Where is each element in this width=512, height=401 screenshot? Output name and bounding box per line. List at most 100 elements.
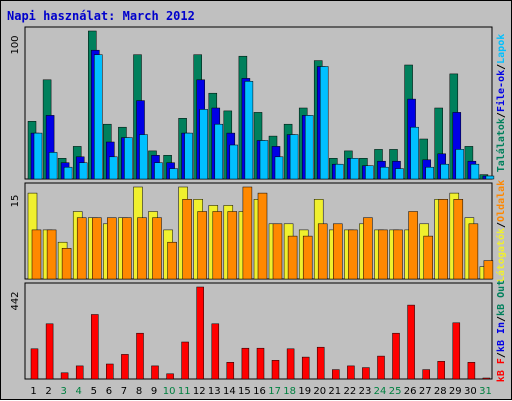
bar-lapok-day-12 — [199, 109, 208, 180]
x-tick-label: 4 — [76, 386, 82, 397]
bar-kb-f-day-1 — [30, 348, 39, 380]
bar-oldalak-day-8 — [137, 217, 147, 280]
bar-kb-f-day-21 — [332, 369, 340, 380]
legend-part: kB Out — [496, 280, 507, 316]
bar-kb-f-day-29 — [452, 322, 461, 380]
bar-kb-f-day-30 — [467, 362, 476, 380]
x-tick-label: 11 — [178, 386, 191, 397]
legend-label-top: Találatok/File-ok/Lapok — [495, 34, 507, 173]
bar-lapok-day-17 — [274, 156, 284, 180]
x-tick-label: 27 — [419, 386, 432, 397]
bar-lapok-day-9 — [154, 162, 163, 180]
bar-kb-f-day-17 — [271, 360, 280, 380]
bar-kb-f-day-7 — [121, 354, 129, 380]
bar-lapok-day-8 — [139, 134, 148, 180]
bar-oldalak-day-13 — [212, 211, 223, 280]
bar-kb-f-day-5 — [91, 314, 99, 380]
legend-part: File-ok — [495, 70, 507, 112]
bar-oldalak-day-16 — [257, 192, 268, 280]
chart-title: Napi használat: March 2012 — [7, 9, 195, 23]
bar-lapok-day-1 — [33, 132, 43, 180]
bar-lapok-day-5 — [94, 54, 103, 180]
legend-part: Látogatók — [495, 228, 507, 282]
bar-lapok-day-26 — [410, 126, 419, 180]
x-tick-label: 30 — [464, 386, 477, 397]
legend-part: / — [496, 64, 507, 70]
bar-oldalak-day-23 — [363, 217, 373, 280]
y-max-label: 100 — [10, 35, 21, 54]
bar-kb-f-day-12 — [196, 286, 204, 380]
bar-oldalak-day-1 — [31, 229, 42, 280]
bar-kb-f-day-3 — [60, 372, 69, 380]
bar-lapok-day-31 — [485, 175, 495, 180]
x-tick-label: 6 — [106, 386, 112, 397]
bar-oldalak-day-24 — [378, 229, 388, 280]
panel-hits-files-pages: 100 — [10, 26, 495, 180]
bar-lapok-day-13 — [214, 123, 224, 180]
x-tick-label: 7 — [121, 386, 127, 397]
bar-lapok-day-29 — [455, 149, 465, 180]
bar-kb-f-day-24 — [377, 355, 385, 380]
bar-kb-f-day-6 — [106, 363, 114, 380]
x-tick-label: 5 — [91, 386, 97, 397]
bar-kb-f-day-18 — [286, 348, 295, 380]
x-tick-label: 10 — [163, 386, 176, 397]
bar-oldalak-day-11 — [182, 199, 192, 280]
x-tick-label: 26 — [404, 386, 417, 397]
bar-lapok-day-4 — [78, 162, 88, 180]
bar-lapok-day-23 — [365, 165, 374, 180]
x-tick-label: 19 — [298, 386, 311, 397]
y-max-label: 442 — [10, 291, 21, 310]
legend-part: Találatok — [495, 118, 507, 172]
bar-oldalak-day-17 — [272, 223, 283, 280]
bar-oldalak-day-22 — [348, 229, 358, 280]
x-tick-label: 3 — [61, 386, 67, 397]
bar-kb-f-day-20 — [316, 346, 325, 380]
bar-lapok-day-19 — [304, 115, 314, 180]
x-tick-label: 29 — [449, 386, 462, 397]
legend-part: / — [496, 222, 507, 228]
bar-lapok-day-27 — [425, 166, 434, 180]
bar-oldalak-day-30 — [468, 223, 479, 280]
legend-part: Lapok — [496, 34, 507, 64]
panel-kbytes: 442 — [10, 282, 493, 380]
bar-oldalak-day-12 — [197, 211, 207, 280]
bar-oldalak-day-28 — [438, 199, 448, 280]
bar-oldalak-day-21 — [333, 223, 343, 280]
bar-lapok-day-11 — [184, 132, 193, 180]
bar-kb-f-day-11 — [181, 341, 189, 380]
bar-lapok-day-6 — [109, 156, 118, 180]
panel-visits-sites: 15 — [10, 182, 494, 280]
bar-oldalak-day-25 — [393, 229, 403, 280]
x-tick-label: 9 — [151, 386, 157, 397]
bar-kb-f-day-8 — [136, 332, 144, 380]
legend-part: kB In — [496, 322, 507, 352]
legend-part: / — [496, 316, 507, 322]
x-tick-label: 25 — [389, 386, 402, 397]
bar-oldalak-day-10 — [167, 241, 177, 280]
bar-kb-f-day-16 — [256, 347, 265, 380]
bar-lapok-day-21 — [335, 163, 344, 180]
x-tick-label: 20 — [313, 386, 326, 397]
bar-lapok-day-25 — [395, 168, 404, 180]
legend-label-middle: Látogatók/Oldalak — [495, 180, 507, 282]
bar-lapok-day-30 — [470, 163, 480, 180]
bar-lapok-day-18 — [289, 134, 299, 180]
bar-oldalak-day-5 — [92, 217, 102, 280]
x-tick-label: 23 — [359, 386, 372, 397]
bar-kb-f-day-25 — [392, 332, 400, 380]
bar-lapok-day-28 — [440, 163, 449, 180]
legend-part: / — [496, 352, 507, 358]
bar-lapok-day-2 — [48, 152, 58, 180]
x-tick-label: 17 — [268, 386, 281, 397]
y-max-label: 15 — [10, 195, 21, 208]
bar-lapok-day-16 — [259, 140, 269, 180]
bar-oldalak-day-29 — [453, 199, 464, 280]
bar-kb-f-day-23 — [362, 367, 370, 380]
bar-oldalak-day-31 — [483, 260, 494, 280]
bar-lapok-day-7 — [124, 137, 133, 180]
x-tick-label: 24 — [374, 386, 387, 397]
x-axis-labels: 1 2 3 4 5 6 7 8 9 10 11 12 13 14 15 16 17 18 19 20 21 22 23 24 2… — [30, 386, 492, 397]
bar-oldalak-day-20 — [317, 223, 328, 280]
